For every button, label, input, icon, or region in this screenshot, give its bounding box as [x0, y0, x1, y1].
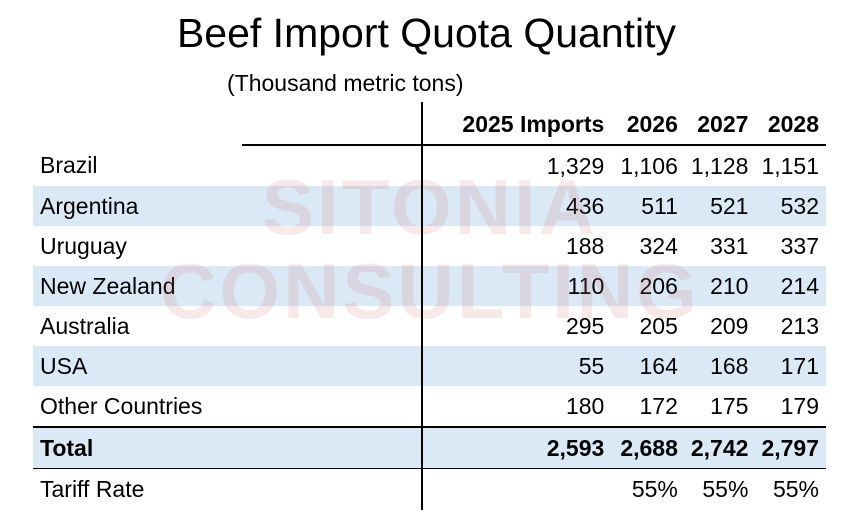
- value-cell: 168: [690, 346, 762, 386]
- page-title: Beef Import Quota Quantity: [176, 10, 677, 56]
- column-divider: [421, 102, 423, 510]
- units-subtitle: (Thousand metric tons): [227, 70, 464, 96]
- column-header-2026: 2026: [620, 104, 691, 146]
- total-row: Total 2,593 2,688 2,742 2,797: [33, 426, 826, 469]
- value-cell: 532: [761, 186, 826, 226]
- value-cell: 210: [690, 266, 762, 306]
- value-cell: 180: [565, 392, 605, 419]
- column-header-2025: 2025 Imports: [242, 104, 621, 146]
- country-cell: Australia: [40, 312, 130, 339]
- table-row: Brazil 1,329 1,106 1,128 1,151: [33, 145, 826, 186]
- value-cell: 179: [780, 392, 819, 419]
- value-cell: 209: [710, 312, 749, 339]
- tariff-row: Tariff Rate 55% 55% 55%: [33, 469, 826, 510]
- tariff-value: 55%: [772, 475, 819, 502]
- table-row: Other Countries 180 172 175 179: [33, 386, 826, 427]
- quota-table: 2025 Imports 2026 2027 2028 Brazil 1,329…: [33, 104, 826, 509]
- table-row: Australia 295 205 209 213: [33, 306, 826, 346]
- table-row: USA 55 164 168 171: [33, 346, 826, 386]
- total-value: 2,688: [620, 426, 691, 469]
- value-cell: 521: [690, 186, 762, 226]
- value-cell: 436: [242, 186, 621, 226]
- value-cell: 206: [620, 266, 691, 306]
- country-cell: Uruguay: [40, 232, 127, 259]
- tariff-value: [242, 469, 620, 510]
- value-cell: 295: [565, 312, 605, 339]
- header-blank: [33, 104, 242, 145]
- value-cell: 213: [780, 312, 819, 339]
- country-cell: USA: [33, 346, 243, 386]
- value-cell: 1,329: [546, 152, 605, 179]
- value-cell: 172: [639, 392, 678, 419]
- value-cell: 331: [710, 232, 749, 259]
- table-row: New Zealand 110 206 210 214: [33, 266, 826, 306]
- country-cell: Argentina: [33, 186, 243, 226]
- value-cell: 188: [565, 232, 605, 259]
- country-cell: Brazil: [40, 152, 98, 178]
- value-cell: 171: [761, 346, 826, 386]
- table-row: Uruguay 188 324 331 337: [33, 226, 826, 266]
- value-cell: 324: [639, 232, 678, 259]
- country-cell: New Zealand: [33, 266, 243, 306]
- country-cell: Other Countries: [40, 392, 203, 419]
- value-cell: 511: [620, 186, 691, 226]
- total-value: 2,742: [690, 426, 762, 469]
- value-cell: 110: [242, 266, 621, 306]
- tariff-value: 55%: [702, 475, 749, 502]
- value-cell: 1,128: [690, 152, 749, 179]
- total-label: Total: [33, 426, 243, 469]
- column-header-2028: 2028: [761, 104, 826, 146]
- column-header-2027: 2027: [690, 104, 762, 146]
- value-cell: 1,151: [761, 152, 819, 179]
- total-value: 2,593: [242, 426, 621, 469]
- value-cell: 337: [780, 232, 819, 259]
- tariff-label: Tariff Rate: [40, 475, 145, 502]
- tariff-value: 55%: [631, 475, 678, 502]
- total-value: 2,797: [761, 426, 826, 469]
- value-cell: 175: [710, 392, 749, 419]
- header-row: 2025 Imports 2026 2027 2028: [33, 104, 826, 146]
- value-cell: 214: [761, 266, 826, 306]
- value-cell: 205: [639, 312, 678, 339]
- table-row: Argentina 436 511 521 532: [33, 186, 826, 226]
- value-cell: 55: [242, 346, 621, 386]
- value-cell: 164: [620, 346, 691, 386]
- value-cell: 1,106: [620, 152, 678, 179]
